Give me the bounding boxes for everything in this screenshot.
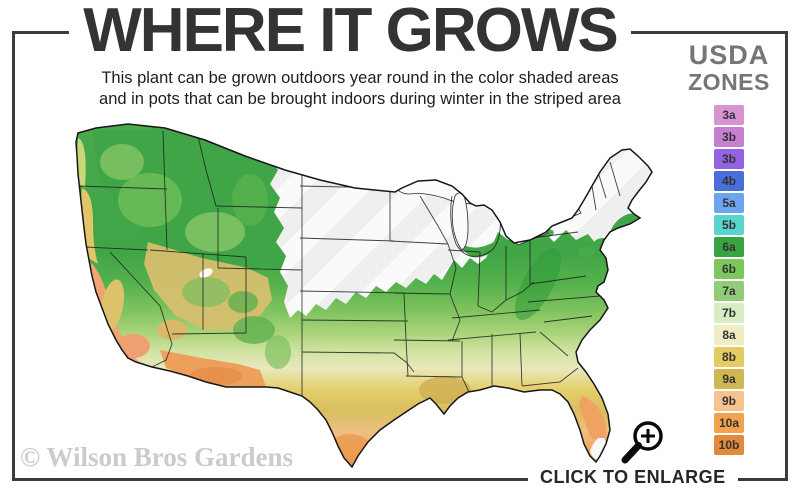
usda-zones-legend: USDA ZONES 3a 3b 3b 4b 5a 5b 6a 6b 7a 7b 8a 8b 9a 9b 1…: [670, 40, 788, 457]
zone-label: 3b: [721, 151, 736, 166]
zone-label: 5b: [721, 217, 736, 232]
click-to-enlarge[interactable]: CLICK TO ENLARGE: [528, 467, 738, 488]
legend-zone-6a-6: 6a: [714, 236, 744, 257]
zone-label: 6b: [721, 261, 736, 276]
legend-zone-10a-14: 10a: [714, 412, 744, 433]
legend-zone-10b-15: 10b: [714, 434, 744, 455]
zone-chip-list: 3a 3b 3b 4b 5a 5b 6a 6b 7a 7b 8a 8b 9a 9b 10a 10b: [670, 104, 788, 455]
zone-label: 6a: [722, 239, 736, 254]
central-florida-orange: [579, 396, 607, 442]
legend-zone-5a-4: 5a: [714, 192, 744, 213]
zone-label: 10b: [718, 437, 740, 452]
legend-zone-9b-13: 9b: [714, 390, 744, 411]
zone-label: 3b: [721, 129, 736, 144]
zone-label: 3a: [722, 107, 736, 122]
zone-label: 10a: [718, 415, 740, 430]
legend-zone-3a-0: 3a: [714, 104, 744, 125]
legend-zone-8b-11: 8b: [714, 346, 744, 367]
zone-label: 7b: [721, 305, 736, 320]
legend-title-zones: ZONES: [688, 68, 770, 95]
zone-label: 8b: [721, 349, 736, 364]
legend-zone-7b-9: 7b: [714, 302, 744, 323]
zone-label: 9b: [721, 393, 736, 408]
zone-label: 9a: [722, 371, 736, 386]
legend-zone-5b-5: 5b: [714, 214, 744, 235]
zone-label: 8a: [722, 327, 736, 342]
legend-zone-9a-12: 9a: [714, 368, 744, 389]
zone-label: 5a: [722, 195, 736, 210]
legend-zone-6b-7: 6b: [714, 258, 744, 279]
legend-zone-3b-2: 3b: [714, 148, 744, 169]
legend-zone-7a-8: 7a: [714, 280, 744, 301]
zoom-in-icon[interactable]: [612, 406, 668, 468]
click-to-enlarge-label[interactable]: CLICK TO ENLARGE: [528, 467, 738, 488]
legend-zone-8a-10: 8a: [714, 324, 744, 345]
california-coast-orange: [88, 260, 142, 364]
legend-title-usda: USDA: [688, 40, 770, 70]
legend-zone-4b-3: 4b: [714, 170, 744, 191]
legend-zone-3b-1: 3b: [714, 126, 744, 147]
zone-label: 7a: [722, 283, 736, 298]
zone-label: 4b: [721, 173, 736, 188]
